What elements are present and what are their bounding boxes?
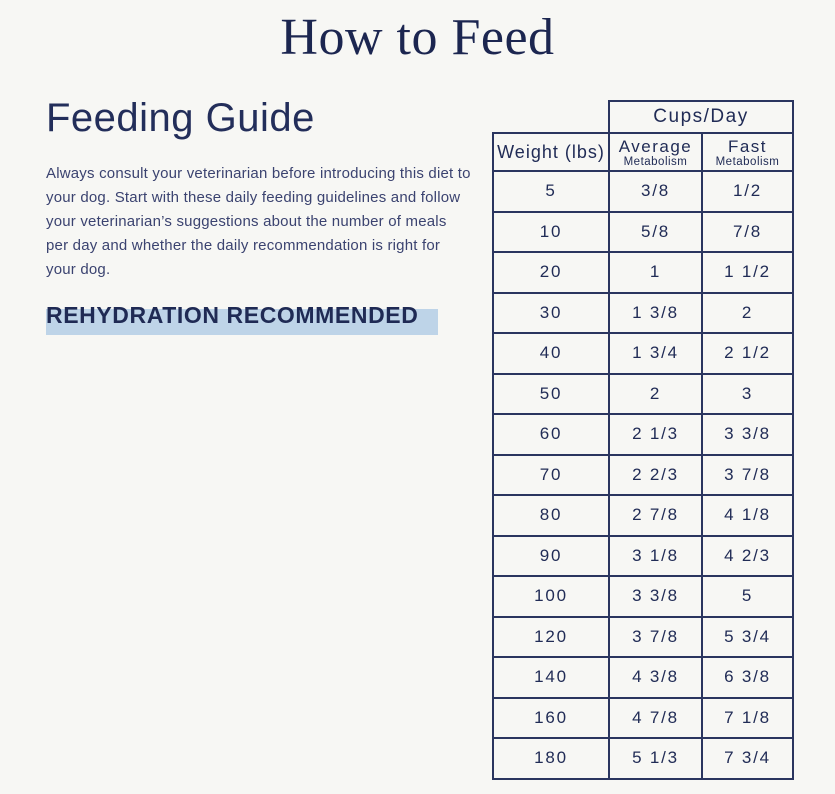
fast-metabolism-cell: 1 1/2	[701, 251, 794, 294]
fast-label: Fast	[727, 136, 768, 156]
fast-metabolism-label: Metabolism	[715, 155, 780, 168]
average-metabolism-cell: 4 3/8	[608, 656, 703, 699]
weight-cell: 60	[492, 413, 610, 456]
fast-metabolism-cell: 4 1/8	[701, 494, 794, 537]
table-row: 50 2 3	[492, 372, 794, 415]
weight-cell: 30	[492, 291, 610, 334]
average-metabolism-cell: 3 3/8	[608, 575, 703, 618]
fast-metabolism-cell: 7 3/4	[701, 737, 794, 780]
weight-cell: 160	[492, 696, 610, 739]
average-label: Average	[618, 136, 693, 156]
fast-metabolism-cell: 1/2	[701, 170, 794, 213]
table-row: 100 3 3/8 5	[492, 575, 794, 618]
table-row: 10 5/8 7/8	[492, 210, 794, 253]
average-metabolism-cell: 4 7/8	[608, 696, 703, 739]
table-row: 80 2 7/8 4 1/8	[492, 494, 794, 537]
fast-metabolism-cell: 3 7/8	[701, 453, 794, 496]
weight-cell: 10	[492, 210, 610, 253]
cups-day-header-row: Cups/Day	[493, 100, 794, 134]
average-metabolism-cell: 1 3/4	[608, 332, 703, 375]
fast-metabolism-cell: 5 3/4	[701, 615, 794, 658]
average-metabolism-column-header: Average Metabolism	[608, 132, 703, 172]
feeding-table-container: Cups/Day Weight (lbs) Average Metabolism…	[492, 100, 794, 780]
weight-cell: 5	[492, 170, 610, 213]
average-metabolism-cell: 3/8	[608, 170, 703, 213]
page-title: How to Feed	[280, 9, 555, 66]
fast-metabolism-column-header: Fast Metabolism	[701, 132, 794, 172]
weight-cell: 100	[492, 575, 610, 618]
average-metabolism-cell: 1	[608, 251, 703, 294]
weight-cell: 70	[492, 453, 610, 496]
table-row: 180 5 1/3 7 3/4	[492, 737, 794, 780]
table-row: 60 2 1/3 3 3/8	[492, 413, 794, 456]
table-row: 120 3 7/8 5 3/4	[492, 615, 794, 658]
fast-metabolism-cell: 3	[701, 372, 794, 415]
column-header-row: Weight (lbs) Average Metabolism Fast Met…	[492, 132, 794, 172]
fast-metabolism-cell: 4 2/3	[701, 534, 794, 577]
feeding-table: Cups/Day Weight (lbs) Average Metabolism…	[492, 100, 794, 780]
table-row: 40 1 3/4 2 1/2	[492, 332, 794, 375]
rehydration-note-text: REHYDRATION RECOMMENDED	[46, 302, 419, 328]
weight-cell: 80	[492, 494, 610, 537]
fast-metabolism-cell: 5	[701, 575, 794, 618]
fast-metabolism-cell: 3 3/8	[701, 413, 794, 456]
rehydration-note: REHYDRATION RECOMMENDED	[46, 302, 439, 335]
feeding-guide-section: Feeding Guide Always consult your veteri…	[46, 94, 478, 335]
weight-column-header: Weight (lbs)	[492, 132, 610, 172]
table-row: 140 4 3/8 6 3/8	[492, 656, 794, 699]
average-metabolism-cell: 2 2/3	[608, 453, 703, 496]
table-row: 20 1 1 1/2	[492, 251, 794, 294]
average-metabolism-cell: 3 1/8	[608, 534, 703, 577]
average-metabolism-cell: 5 1/3	[608, 737, 703, 780]
weight-cell: 140	[492, 656, 610, 699]
table-row: 70 2 2/3 3 7/8	[492, 453, 794, 496]
weight-cell: 20	[492, 251, 610, 294]
weight-cell: 50	[492, 372, 610, 415]
average-metabolism-cell: 2	[608, 372, 703, 415]
table-row: 160 4 7/8 7 1/8	[492, 696, 794, 739]
feeding-guide-heading: Feeding Guide	[46, 96, 315, 140]
table-row: 5 3/8 1/2	[492, 170, 794, 213]
average-metabolism-cell: 3 7/8	[608, 615, 703, 658]
weight-cell: 40	[492, 332, 610, 375]
average-metabolism-cell: 2 7/8	[608, 494, 703, 537]
average-metabolism-label: Metabolism	[623, 155, 688, 168]
cups-day-header: Cups/Day	[608, 100, 794, 134]
weight-cell: 120	[492, 615, 610, 658]
table-spacer-cell	[493, 101, 609, 133]
average-metabolism-cell: 1 3/8	[608, 291, 703, 334]
weight-cell: 90	[492, 534, 610, 577]
fast-metabolism-cell: 2 1/2	[701, 332, 794, 375]
fast-metabolism-cell: 6 3/8	[701, 656, 794, 699]
average-metabolism-cell: 5/8	[608, 210, 703, 253]
table-row: 90 3 1/8 4 2/3	[492, 534, 794, 577]
weight-cell: 180	[492, 737, 610, 780]
feeding-table-body: 5 3/8 1/2 10 5/8 7/8 20 1 1 1/2 30 1 3/8 2 40 1 3/4 2 …	[492, 170, 794, 780]
feeding-guide-paragraph: Always consult your veterinarian before …	[46, 165, 471, 278]
average-metabolism-cell: 2 1/3	[608, 413, 703, 456]
fast-metabolism-cell: 7/8	[701, 210, 794, 253]
table-row: 30 1 3/8 2	[492, 291, 794, 334]
fast-metabolism-cell: 2	[701, 291, 794, 334]
fast-metabolism-cell: 7 1/8	[701, 696, 794, 739]
